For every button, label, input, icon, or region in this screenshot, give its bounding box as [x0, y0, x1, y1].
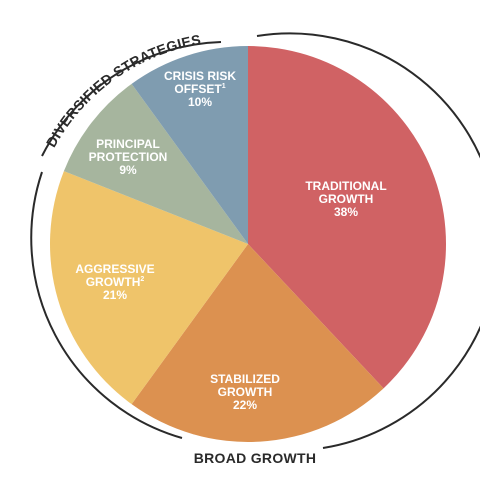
pie-labels: TRADITIONAL GROWTH 38% STABILIZED GROWTH 22% A… — [75, 69, 386, 412]
slice-value-aggressive: 21% — [103, 288, 127, 302]
slice-label-traditional: TRADITIONAL GROWTH 38% — [305, 179, 386, 219]
pie-slice-traditional — [248, 46, 446, 389]
slice-value-stabilized: 22% — [233, 398, 257, 412]
slice-value-crisis: 10% — [188, 95, 212, 109]
ring-arc-broad — [256, 32, 480, 449]
slice-value-traditional: 38% — [334, 205, 358, 219]
slice-label-aggressive: AGGRESSIVE GROWTH2 21% — [75, 262, 154, 302]
pie-slice-aggressive — [50, 171, 248, 405]
pie-slice-principal — [63, 83, 249, 244]
slice-label-crisis: CRISIS RISK OFFSET1 10% — [164, 69, 236, 109]
pie-slice-crisis — [131, 46, 248, 244]
ring-arc-diversified — [41, 41, 222, 157]
pie-slice-stabilized — [131, 244, 384, 443]
ring-arc-broad-left — [30, 171, 183, 439]
slice-label-principal: PRINCIPAL PROTECTION 9% — [89, 137, 168, 177]
slice-value-principal: 9% — [119, 163, 137, 177]
slice-label-stabilized: STABILIZED GROWTH 22% — [210, 372, 280, 412]
pie-slices — [50, 46, 446, 443]
group-label-broad: BROAD GROWTH — [194, 450, 317, 466]
